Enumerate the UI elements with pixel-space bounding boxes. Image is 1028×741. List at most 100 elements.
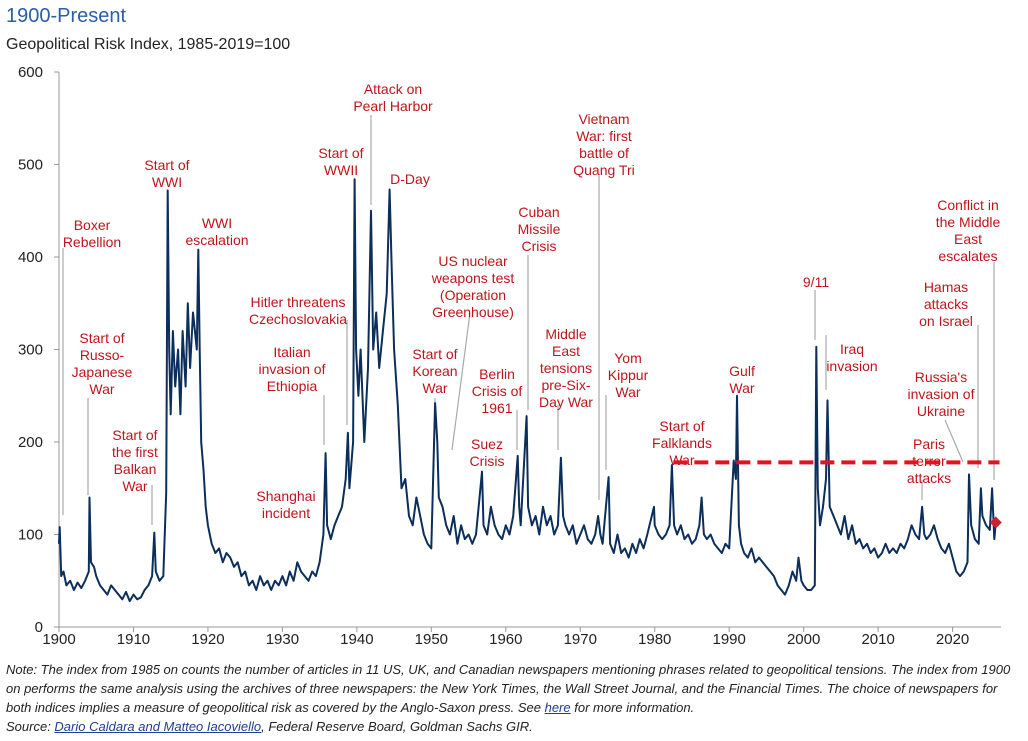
annotation: Berlin Crisis of 1961 [472,366,523,416]
x-tick-label: 2020 [936,631,969,648]
source-part: Source: [6,719,55,734]
annotation-line: Cuban [518,204,559,220]
annotation-line: Pearl Harbor [353,98,433,114]
annotation-line: Japanese [72,364,133,380]
annotation: Middle East tensions pre-Six-Day War [539,326,593,410]
annotation-leader [944,419,964,463]
x-tick-label: 1950 [415,631,448,648]
annotation: 9/11 [803,274,829,290]
annotation-line: War [615,384,640,400]
annotation-line: Italian [273,344,310,360]
note-text: Note: The index from 1985 on counts the … [6,660,1022,717]
annotation-line: Start of [659,418,704,434]
x-tick-label: 1990 [713,631,746,648]
annotation: Start of WWI [144,157,189,190]
annotation-line: Russo- [80,347,125,363]
annotation-line: War [729,380,754,396]
annotation: Conflict in the Middle East escalates [936,197,1001,264]
annotation-line: Balkan [114,461,157,477]
annotation-line: War [669,452,694,468]
annotation-line: on Israel [919,313,973,329]
annotation-line: incident [262,505,310,521]
annotation-line: Russia's [915,369,967,385]
annotation-line: Vietnam [578,111,629,127]
x-tick-label: 2000 [787,631,820,648]
annotation-line: Start of [412,346,457,362]
annotation-line: the first [112,444,158,460]
note-link[interactable]: here [544,700,571,715]
annotation-line: Rebellion [63,234,121,250]
source-text: Source: Dario Caldara and Matteo Iacovie… [6,717,1022,736]
annotation-line: WWII [324,162,358,178]
source-link[interactable]: Dario Caldara and Matteo Iacoviello [54,719,262,734]
annotation-line: Ukraine [917,403,965,419]
annotation: Vietnam War: first battle of Quang Tri [573,111,634,178]
x-tick-label: 2010 [861,631,894,648]
annotation-line: invasion [826,358,877,374]
annotation: Italian invasion of Ethiopia [259,344,326,394]
annotation: Suez Crisis [470,436,505,469]
annotation: Hitler threatens Czechoslovakia [249,294,347,327]
x-tick-label: 1910 [117,631,150,648]
annotation: Start of Korean War [412,346,457,396]
annotation-line: Czechoslovakia [249,311,347,327]
note-part: for more information. [570,700,695,715]
annotation-line: WWI [202,215,232,231]
annotation: Attack on Pearl Harbor [353,81,433,114]
annotation-line: escalates [938,248,997,264]
series-line [58,178,997,603]
annotation-line: Falklands [652,435,712,451]
annotation-line: 9/11 [803,274,829,290]
annotation-line: 1961 [481,400,512,416]
y-tick-label: 400 [18,249,43,266]
annotation: US nuclear weapons test (Operation Greenhou… [431,253,515,320]
annotation-line: Paris [913,436,945,452]
y-tick-label: 500 [18,157,43,174]
annotation: Start of WWII [318,145,363,178]
annotation-line: Hitler threatens [251,294,346,310]
y-tick-label: 200 [18,434,43,451]
annotation-line: Quang Tri [573,162,634,178]
annotation-line: battle of [579,145,629,161]
annotation-line: Suez [471,436,503,452]
y-tick-label: 100 [18,527,43,544]
annotation: WWI escalation [185,215,248,248]
annotation-line: attacks [907,470,951,486]
y-tick-label: 300 [18,342,43,359]
annotation-line: Start of [144,157,189,173]
annotation-line: Ethiopia [267,378,318,394]
annotation-line: pre-Six- [541,377,590,393]
annotation: Yom Kippur War [608,350,649,400]
annotation: Shanghai incident [256,488,315,521]
annotation: Boxer Rebellion [63,217,121,250]
annotation-line: Missile [518,221,561,237]
annotation-line: East [954,231,982,247]
annotation-line: War [89,381,114,397]
x-tick-label: 1980 [638,631,671,648]
annotation-line: WWI [152,174,182,190]
annotation-line: Kippur [608,367,649,383]
annotation-line: Greenhouse) [432,304,514,320]
annotation-line: attacks [924,296,968,312]
annotation-line: Crisis of [472,383,523,399]
annotation-line: Iraq [840,341,864,357]
annotation-line: weapons test [431,270,515,286]
annotation-line: escalation [185,232,248,248]
annotation: Paristerrorattacks [907,436,951,486]
annotation-line: Start of [112,427,157,443]
annotation: Gulf War [729,363,755,396]
annotation-line: War [422,380,447,396]
x-tick-label: 1930 [266,631,299,648]
chart: 1900-Present Geopolitical Risk Index, 19… [6,5,1002,648]
annotation-line: Attack on [364,81,422,97]
annotation: Start of Russo-Japanese War [72,330,133,397]
annotation-line: Crisis [522,238,557,254]
annotation-line: D-Day [390,171,430,187]
annotation-line: Day War [539,394,593,410]
annotation-line: Shanghai [256,488,315,504]
annotation-line: Berlin [479,366,515,382]
y-tick-label: 0 [35,619,43,636]
source-part: , Federal Reserve Board, Goldman Sachs G… [261,719,533,734]
chart-subtitle: Geopolitical Risk Index, 1985-2019=100 [6,36,290,53]
annotation: Start of the first Balkan War [112,427,158,494]
